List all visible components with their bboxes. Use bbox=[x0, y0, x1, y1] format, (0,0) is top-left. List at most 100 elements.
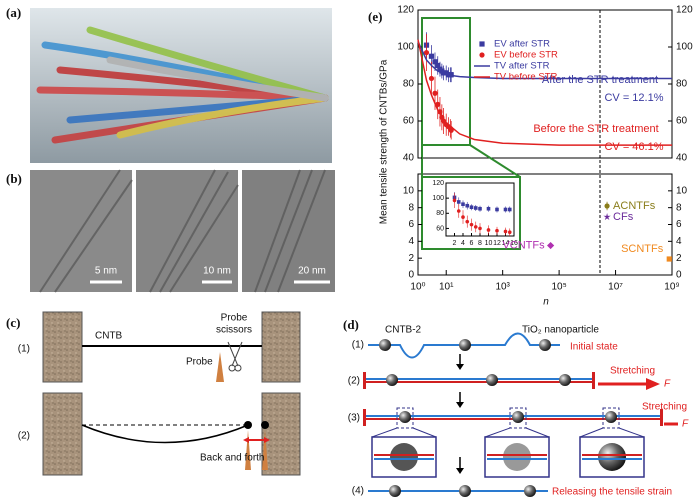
y2-tick-label: 10 bbox=[676, 185, 688, 196]
x-tick-label: 10³ bbox=[495, 282, 510, 293]
inset-point bbox=[486, 206, 491, 211]
point bbox=[435, 62, 441, 69]
legend-swatch bbox=[479, 52, 485, 58]
y2-tick-label: 4 bbox=[676, 236, 682, 247]
y2-tick-label: 80 bbox=[676, 79, 688, 90]
y2-tick-label: 2 bbox=[676, 253, 682, 264]
inset-x-tick-label: 8 bbox=[478, 240, 482, 247]
cntb-label: CNTB bbox=[95, 331, 123, 342]
inset-point bbox=[478, 226, 482, 231]
panel-label: (b) bbox=[6, 171, 22, 186]
point-label: VCNTFs bbox=[502, 239, 545, 251]
y-axis-label: Mean tensile strength of CNTBs/GPa bbox=[379, 59, 390, 224]
panel-label: (a) bbox=[6, 5, 21, 20]
inset-x-tick-label: 2 bbox=[453, 240, 457, 247]
y2-tick-label: 100 bbox=[676, 42, 693, 53]
point bbox=[432, 59, 438, 65]
inset-y-tick-label: 100 bbox=[432, 195, 444, 202]
fit-line bbox=[417, 41, 672, 80]
step-label: (4) bbox=[352, 486, 364, 497]
panel-c-diagram bbox=[42, 311, 301, 476]
y-tick-label: 6 bbox=[408, 219, 414, 230]
y-tick-label: 40 bbox=[403, 153, 415, 164]
inset-point bbox=[452, 198, 457, 203]
point bbox=[604, 203, 610, 209]
probe-label: Probe bbox=[186, 357, 213, 368]
release-label: Releasing the tensile strain bbox=[552, 487, 672, 498]
point-label: SCNTFs bbox=[621, 243, 664, 255]
force-label: F bbox=[664, 379, 671, 390]
step-label: (2) bbox=[348, 376, 360, 387]
legend-label: TV before STR bbox=[494, 72, 557, 83]
nanoparticle-label: TiO₂ nanoparticle bbox=[522, 325, 599, 336]
y-tick-label: 0 bbox=[408, 270, 414, 281]
panel-label: (c) bbox=[6, 315, 20, 330]
step-label: (1) bbox=[352, 340, 364, 351]
x-tick-label: 10⁵ bbox=[551, 282, 566, 293]
x-tick-label: 10¹ bbox=[439, 282, 454, 293]
annotation: CV = 46.1% bbox=[604, 141, 663, 153]
inset-x-tick-label: 16 bbox=[510, 240, 518, 247]
inset-point bbox=[461, 202, 465, 206]
scale-bar-label: 5 nm bbox=[95, 266, 117, 277]
point bbox=[603, 213, 611, 221]
panel-label: (e) bbox=[368, 9, 382, 24]
scale-bar-label: 10 nm bbox=[203, 266, 231, 277]
annotation: After the STR treatment bbox=[542, 74, 658, 86]
x-tick-label: 10⁰ bbox=[410, 282, 425, 293]
inset-y-tick-label: 60 bbox=[436, 225, 444, 232]
inset-point bbox=[507, 230, 512, 235]
annotation: Before the STR treatment bbox=[533, 123, 658, 135]
inset-x-tick-label: 6 bbox=[470, 240, 474, 247]
point-label: ACNTFs bbox=[613, 200, 656, 212]
inset-point bbox=[465, 203, 470, 208]
inset-x-tick-label: 14 bbox=[502, 240, 510, 247]
stretching-label: Stretching bbox=[610, 366, 655, 377]
y-tick-label: 80 bbox=[403, 79, 415, 90]
y-tick-label: 60 bbox=[403, 116, 415, 127]
legend-label: EV after STR bbox=[494, 39, 550, 50]
inset-point bbox=[473, 206, 478, 210]
inset-point bbox=[461, 215, 465, 219]
inset-point bbox=[478, 206, 482, 211]
y-tick-label: 4 bbox=[408, 236, 414, 247]
force-label: F bbox=[682, 419, 689, 430]
inset-x-tick-label: 12 bbox=[493, 240, 501, 247]
y-tick-label: 8 bbox=[408, 202, 414, 213]
point bbox=[666, 256, 672, 262]
legend-label: EV before STR bbox=[494, 50, 558, 61]
inset-point bbox=[495, 228, 499, 233]
inset-point bbox=[503, 229, 508, 234]
y2-tick-label: 120 bbox=[676, 5, 693, 16]
panel-b-images bbox=[30, 169, 335, 293]
point bbox=[423, 49, 430, 56]
y2-tick-label: 40 bbox=[676, 153, 688, 164]
panel-label: (d) bbox=[343, 317, 359, 332]
y2-tick-label: 6 bbox=[676, 219, 682, 230]
scissors-label: scissors bbox=[216, 325, 252, 336]
inset-y-tick-label: 120 bbox=[432, 180, 444, 187]
point bbox=[432, 90, 438, 96]
panel-d-diagram bbox=[363, 332, 678, 497]
inset-point bbox=[507, 207, 512, 212]
y-tick-label: 120 bbox=[397, 5, 414, 16]
inset-point bbox=[465, 219, 470, 224]
y2-tick-label: 8 bbox=[676, 202, 682, 213]
legend-label: TV after STR bbox=[494, 61, 550, 72]
x-tick-label: 10⁷ bbox=[608, 282, 623, 293]
cntb2-label: CNTB-2 bbox=[385, 325, 422, 336]
y-tick-label: 10 bbox=[403, 185, 415, 196]
inset-x-tick-label: 4 bbox=[461, 240, 465, 247]
point-label: CFs bbox=[613, 211, 634, 223]
panel-e-frame bbox=[417, 9, 673, 276]
point bbox=[448, 127, 454, 133]
inset-x-tick-label: 10 bbox=[485, 240, 493, 247]
y2-tick-label: 0 bbox=[676, 270, 682, 281]
y-tick-label: 100 bbox=[397, 42, 414, 53]
inset-point bbox=[456, 209, 461, 213]
fit-line bbox=[417, 39, 672, 146]
step-label: (2) bbox=[18, 431, 30, 442]
panel-a-image bbox=[30, 8, 332, 163]
stretching-label: Stretching bbox=[642, 402, 687, 413]
